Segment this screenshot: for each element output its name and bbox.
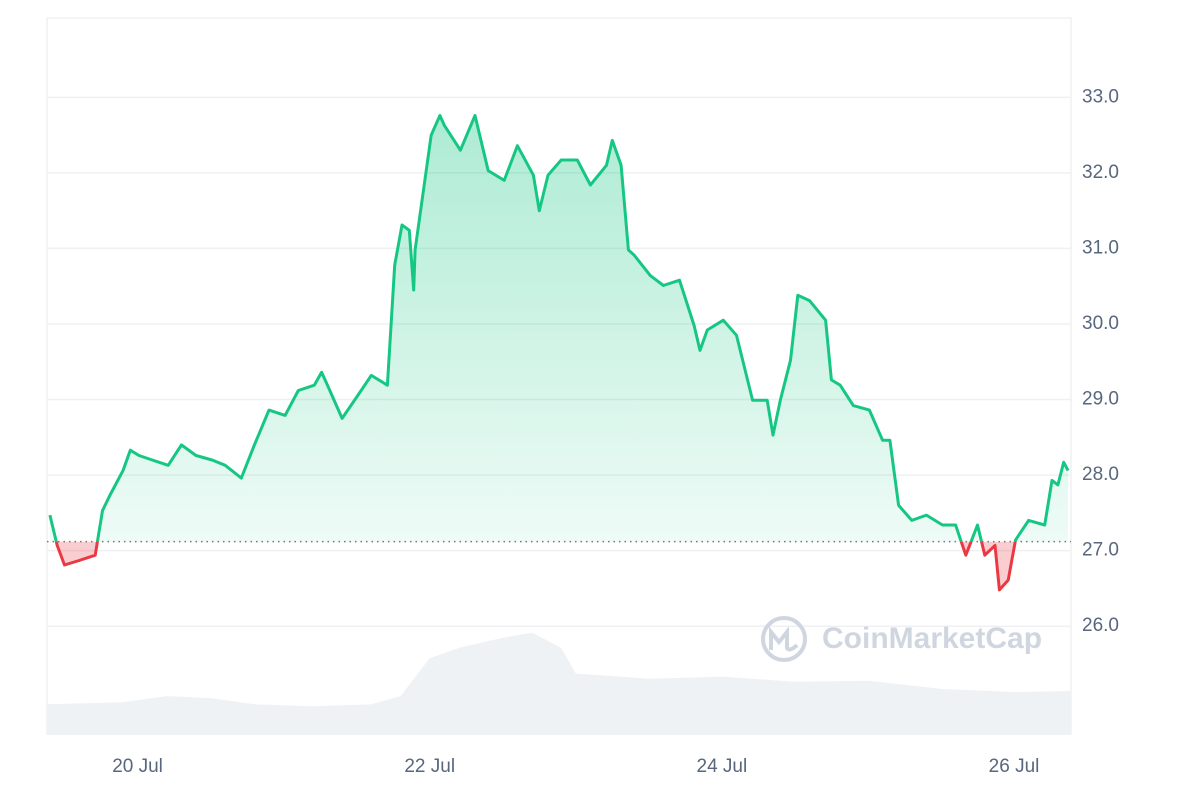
y-tick-label: 30.0: [1082, 313, 1119, 334]
price-line-up: [48, 114, 1070, 542]
area-up: [49, 115, 1069, 542]
x-tick-label: 26 Jul: [989, 756, 1040, 777]
y-tick-label: 32.0: [1082, 162, 1119, 183]
watermark-text: CoinMarketCap: [822, 622, 1042, 655]
y-tick-label: 33.0: [1082, 86, 1119, 107]
plot-area: 26.0 27.0 28.0 29.0 30.0 31.0 32.0 33.0 20 Jul 22…: [46, 17, 1119, 777]
y-tick-label: 26.0: [1082, 615, 1119, 636]
y-tick-label: 27.0: [1082, 540, 1119, 561]
x-tick-label: 20 Jul: [112, 756, 163, 777]
x-tick-label: 24 Jul: [697, 756, 748, 777]
watermark: CoinMarketCap: [761, 616, 1042, 662]
y-tick-label: 28.0: [1082, 464, 1119, 485]
x-tick-label: 22 Jul: [404, 756, 455, 777]
y-tick-label: 31.0: [1082, 237, 1119, 258]
plot-border: [46, 17, 1072, 735]
volume-area: [47, 632, 1071, 735]
y-tick-label: 29.0: [1082, 389, 1119, 410]
area-down: [49, 541, 1069, 590]
